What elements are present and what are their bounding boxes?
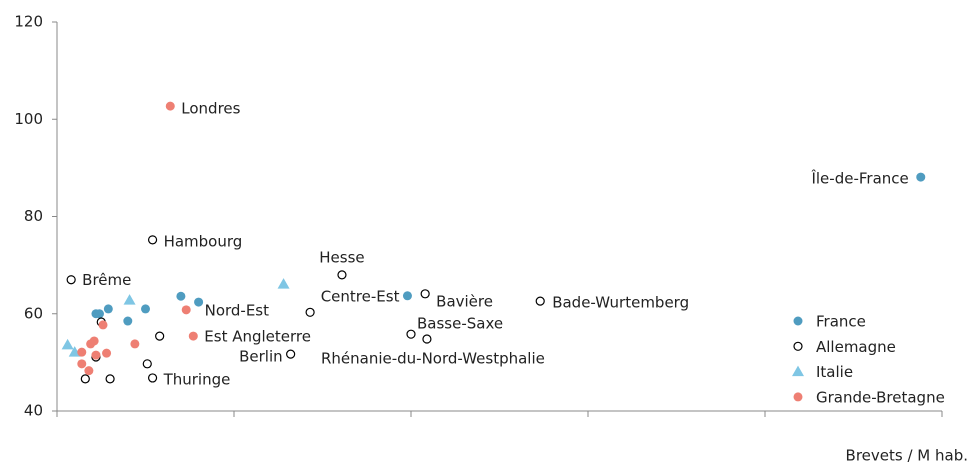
point: [916, 172, 926, 182]
legend-marker: [793, 316, 803, 326]
point: [91, 350, 101, 360]
legend-marker: [792, 365, 804, 377]
point: [305, 307, 315, 317]
point: [194, 297, 204, 307]
point-label: Brême: [82, 271, 131, 289]
x-axis-title: Brevets / M hab.: [846, 447, 968, 464]
point: [406, 329, 416, 339]
point: [84, 366, 94, 376]
point: [142, 359, 152, 369]
point: [188, 331, 198, 341]
point: [141, 304, 150, 314]
point: [105, 374, 115, 384]
point: [123, 294, 136, 305]
y-tick-label: 120: [14, 13, 43, 31]
point-label: Est Angleterre: [204, 328, 311, 346]
point: [165, 101, 175, 111]
point: [94, 309, 104, 319]
point: [402, 291, 412, 301]
legend-marker: [793, 392, 803, 402]
point-label: Berlin: [239, 348, 283, 366]
point: [535, 296, 545, 306]
y-tick-label: 80: [24, 207, 43, 225]
point-label: Hambourg: [164, 232, 243, 250]
point: [77, 359, 87, 369]
point-label: Bavière: [436, 292, 493, 310]
legend-label: France: [816, 313, 866, 331]
y-tick-label: 100: [14, 110, 43, 128]
point: [130, 339, 140, 349]
point: [176, 291, 186, 301]
legend-label: Italie: [816, 363, 853, 381]
legend-marker: [793, 341, 803, 351]
point-label: Centre-Est: [321, 287, 400, 305]
y-tick-label: 60: [24, 304, 43, 322]
point-label: Île-de-France: [810, 169, 908, 188]
point-label: Rhénanie-du-Nord-Westphalie: [321, 350, 545, 368]
point-label: Bade-Wurtemberg: [552, 294, 689, 312]
point: [103, 304, 113, 314]
point: [422, 334, 432, 344]
point-label: Thuringe: [163, 370, 231, 388]
point: [181, 305, 191, 315]
point: [420, 289, 430, 299]
point: [277, 278, 290, 289]
point: [155, 331, 165, 341]
point-label: Londres: [181, 100, 240, 118]
point: [102, 348, 112, 358]
legend-label: Grande-Bretagne: [816, 388, 945, 406]
point-label: Nord-Est: [205, 302, 270, 320]
point: [66, 275, 76, 285]
point: [61, 338, 74, 350]
point: [147, 373, 158, 383]
point-label: Basse-Saxe: [417, 315, 503, 333]
point: [86, 339, 96, 349]
point: [98, 320, 108, 330]
point-label: Hesse: [319, 248, 364, 266]
point: [147, 235, 158, 245]
point: [286, 349, 296, 359]
point: [80, 374, 90, 384]
y-tick-label: 40: [24, 402, 43, 420]
point: [77, 347, 87, 357]
point: [123, 316, 133, 326]
legend-label: Allemagne: [816, 338, 896, 356]
point: [337, 270, 347, 280]
